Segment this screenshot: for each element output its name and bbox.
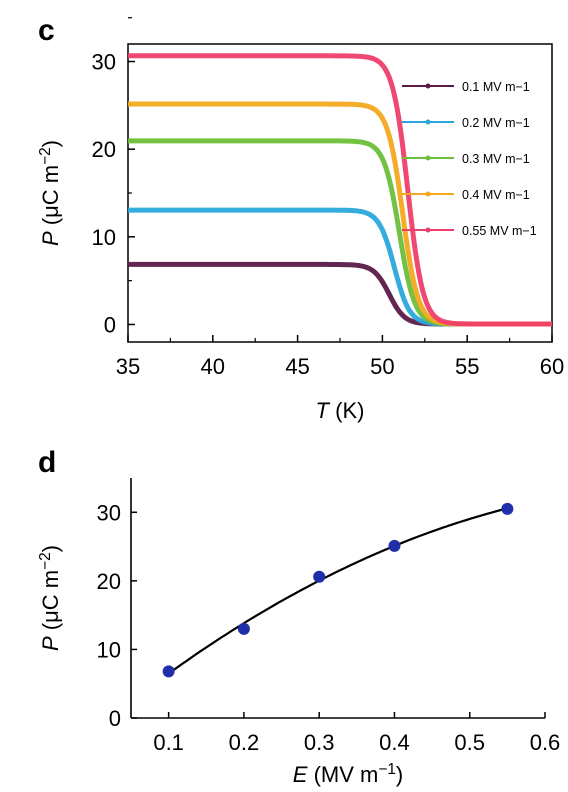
x-tick-label-c: 35 (116, 354, 140, 379)
x-tick-label-c: 40 (201, 354, 225, 379)
data-point-d (237, 622, 250, 635)
y-axis-label-c: P (μC m−2) (37, 140, 64, 246)
panel-label-c: c (38, 14, 55, 47)
legend-marker (425, 155, 431, 161)
series-line-c (127, 53, 553, 327)
legend-marker (425, 227, 431, 233)
x-tick-label-d: 0.1 (153, 730, 184, 755)
x-axis-label-c: T (K) (316, 398, 365, 423)
legend-label: 0.1 MV m−1 (462, 80, 530, 94)
fit-curve-d (167, 507, 508, 675)
legend-marker (425, 119, 431, 125)
x-tick-label-d: 0.2 (229, 730, 260, 755)
legend-label: 0.4 MV m−1 (462, 188, 530, 202)
legend-marker (425, 191, 431, 197)
x-tick-label-c: 45 (285, 354, 309, 379)
data-point-d (501, 502, 514, 515)
data-point-d (313, 570, 326, 583)
legend-label: 0.2 MV m−1 (462, 116, 530, 130)
legend-marker (425, 83, 431, 89)
x-axis-label-d: E (MV m−1) (293, 761, 403, 788)
x-tick-label-d: 0.3 (304, 730, 335, 755)
x-tick-label-c: 50 (370, 354, 394, 379)
y-tick-label-c: 20 (92, 137, 116, 162)
panel-label-d: d (38, 446, 57, 479)
x-tick-label-d: 0.4 (379, 730, 410, 755)
y-tick-label-d: 10 (97, 637, 121, 662)
y-tick-label-c: 30 (92, 50, 116, 75)
x-tick-label-d: 0.5 (454, 730, 485, 755)
legend-label: 0.55 MV m−1 (462, 224, 537, 238)
data-point-d (388, 539, 401, 552)
y-tick-label-d: 20 (97, 569, 121, 594)
data-point-d (162, 665, 175, 678)
y-tick-label-c: 10 (92, 225, 116, 250)
x-tick-label-c: 60 (540, 354, 564, 379)
y-tick-label-c: 0 (104, 312, 116, 337)
y-tick-label-d: 30 (97, 500, 121, 525)
temperature-polarization-chart: 35 40 45 50 55 60 0 10 20 30 T (K) P (μC m−2) 0.1 MV… (37, 17, 564, 423)
x-tick-label-c: 55 (455, 354, 479, 379)
y-axis-label-d: P (μC m−2) (37, 545, 64, 651)
legend-label: 0.3 MV m−1 (462, 152, 530, 166)
x-tick-label-d: 0.6 (530, 730, 561, 755)
y-tick-label-d: 0 (109, 706, 121, 731)
